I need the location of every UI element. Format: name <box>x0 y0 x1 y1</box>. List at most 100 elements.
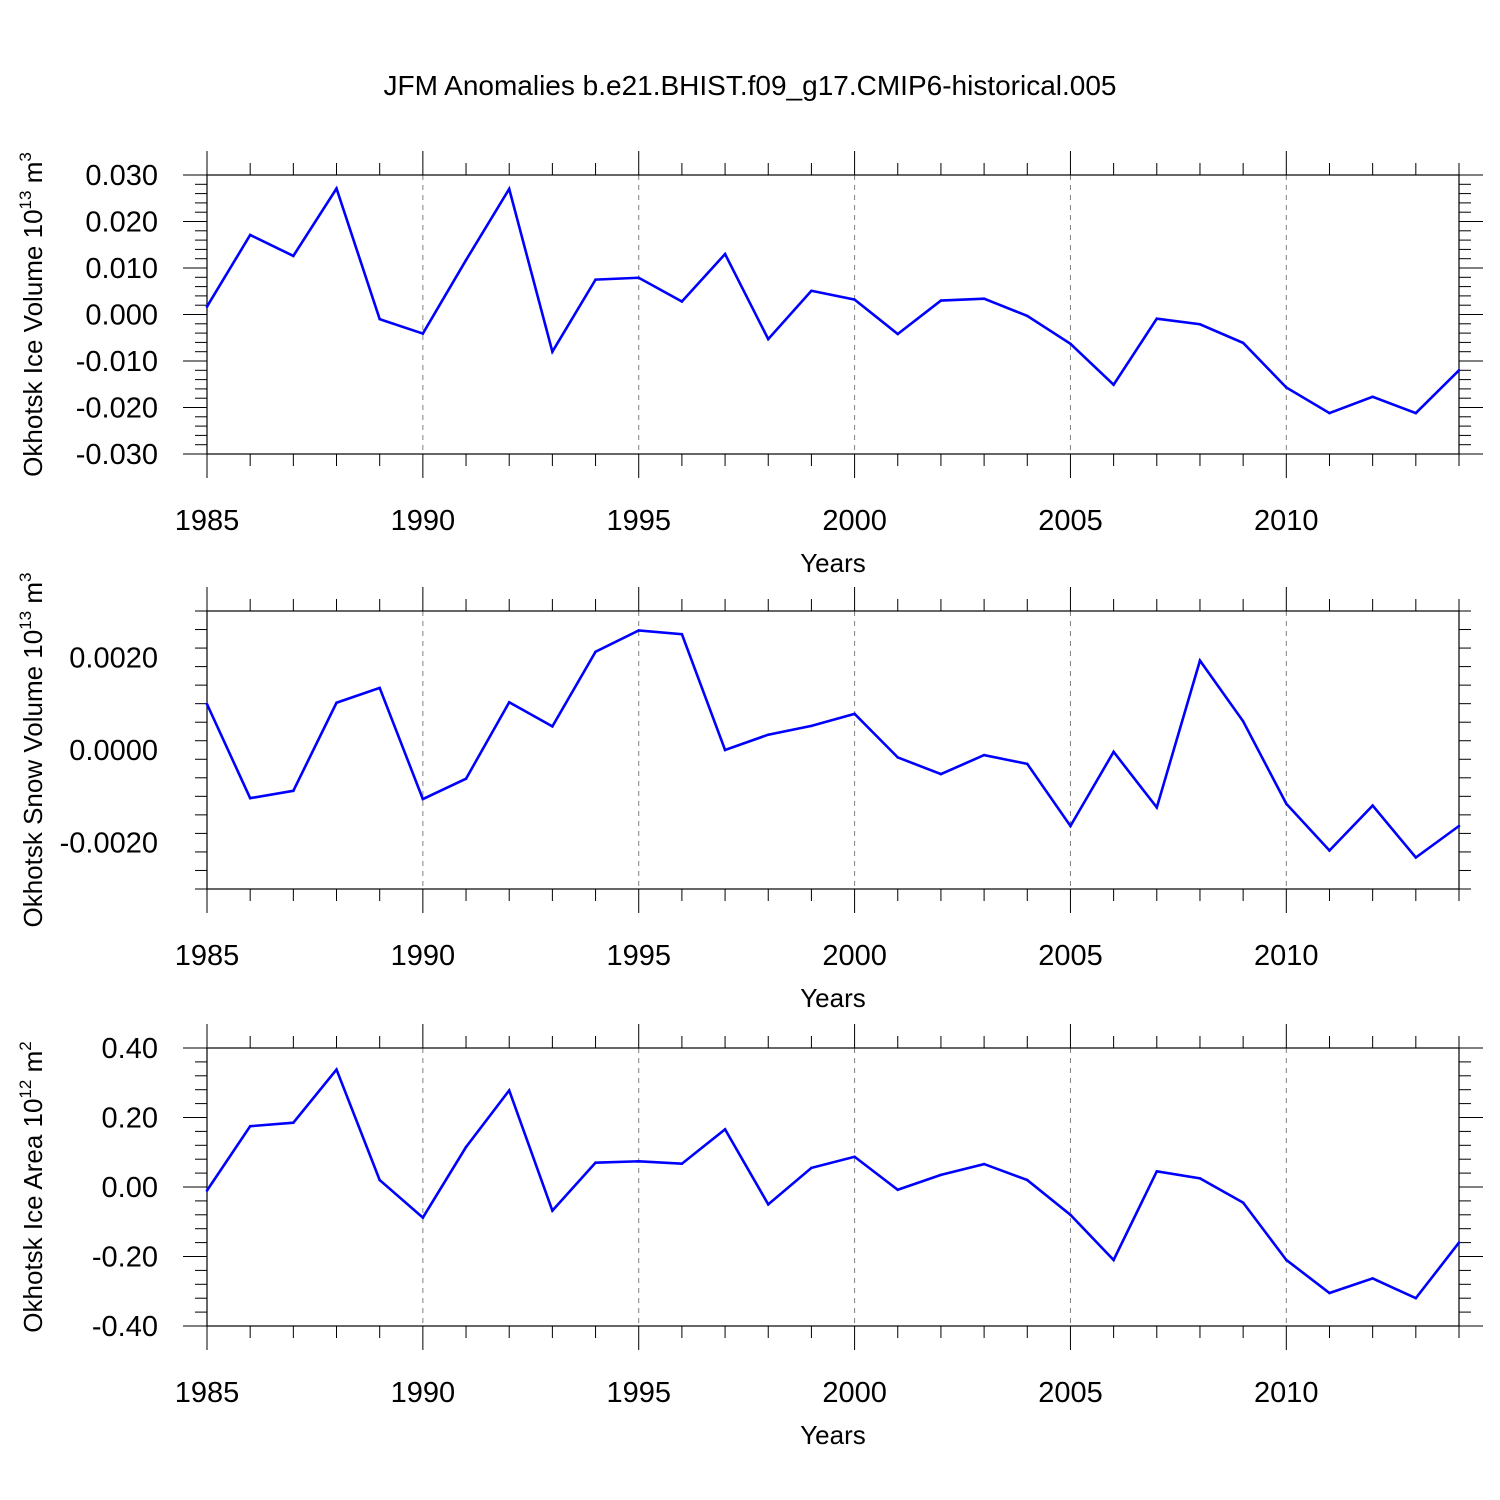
ice-area-data-point-2002 <box>939 1173 943 1177</box>
ice-volume-data-point-2000 <box>853 298 856 301</box>
ice-volume-data-point-1992 <box>507 187 511 191</box>
snow-volume-data-point-2000 <box>853 712 856 716</box>
ice-volume-y-tick-label-1: -0.020 <box>76 393 158 425</box>
ice-volume-x-tick-label-1995: 1995 <box>606 505 671 537</box>
ice-area-data-point-1997 <box>723 1128 727 1131</box>
ice-volume-data-point-1995 <box>637 276 641 280</box>
ice-area-y-tick-label-4: 0.40 <box>102 1033 158 1065</box>
snow-volume-data-point-1992 <box>507 700 511 704</box>
ice-area-data-point-1992 <box>507 1089 511 1092</box>
snow-volume-data-point-1999 <box>810 724 813 728</box>
ice-area-data-point-2001 <box>896 1188 900 1192</box>
ice-volume-x-tick-label-2000: 2000 <box>822 505 887 537</box>
ice-area-data-point-1995 <box>637 1159 641 1163</box>
ice-volume-data-point-1996 <box>680 300 684 303</box>
snow-volume-y-axis-label-unit-exponent: 3 <box>16 573 35 582</box>
ice-volume-y-tick-label-3: 0.000 <box>85 300 158 332</box>
ice-area-y-tick-label-3: 0.20 <box>102 1103 158 1135</box>
ice-area-x-tick-label-2000: 2000 <box>822 1377 887 1409</box>
ice-area-data-point-1987 <box>292 1121 295 1125</box>
snow-volume-data-point-1993 <box>551 725 554 728</box>
ice-volume-data-point-1990 <box>421 332 425 335</box>
snow-volume-data-point-2001 <box>896 756 900 759</box>
ice-area-y-axis-label-unit-exponent: 2 <box>16 1041 35 1050</box>
ice-area-y-axis-label-exponent: 12 <box>16 1080 35 1099</box>
ice-area-y-tick-label-0: -0.40 <box>92 1311 158 1343</box>
ice-volume-y-axis-label-unit: m <box>18 162 48 191</box>
ice-volume-data-point-1994 <box>594 278 597 281</box>
ice-volume-series-line-0 <box>205 185 1460 415</box>
ice-volume-x-tick-label-1985: 1985 <box>175 505 240 537</box>
ice-area-series-line-0 <box>205 1066 1461 1300</box>
ice-volume-y-axis-label-unit-exponent: 3 <box>16 152 35 161</box>
ice-area-y-axis-label-text: Okhotsk Ice Area 10 <box>18 1099 48 1333</box>
ice-volume-data-point-1989 <box>378 317 381 321</box>
snow-volume-data-point-2009 <box>1241 719 1245 723</box>
snow-volume-data-point-2013 <box>1414 856 1418 859</box>
snow-volume-data-point-2002 <box>939 772 943 776</box>
snow-volume-data-point-1991 <box>464 777 468 781</box>
ice-volume-data-point-2009 <box>1241 341 1245 345</box>
ice-volume-data-point-2004 <box>1025 314 1029 318</box>
ice-area-data-point-1989 <box>378 1178 381 1182</box>
ice-area-data-point-2004 <box>1025 1178 1029 1182</box>
ice-area-data-point-2007 <box>1155 1170 1159 1173</box>
ice-volume-data-point-1997 <box>723 252 727 256</box>
ice-volume-data-point-2006 <box>1112 383 1115 387</box>
snow-volume-data-point-1990 <box>421 797 425 801</box>
snow-volume-y-tick-label-0: -0.0020 <box>60 828 158 860</box>
snow-volume-data-point-2011 <box>1328 849 1331 852</box>
ice-volume-data-point-1998 <box>766 337 770 341</box>
snow-volume-x-tick-label-2000: 2000 <box>822 940 887 972</box>
ice-volume-x-axis-label: Years <box>800 548 866 578</box>
ice-area-y-tick-label-1: -0.20 <box>92 1242 158 1274</box>
ice-area-data-point-1998 <box>766 1203 770 1206</box>
page-title: JFM Anomalies b.e21.BHIST.f09_g17.CMIP6-… <box>383 70 1117 101</box>
snow-volume-data-point-1997 <box>723 748 727 752</box>
ice-area-data-point-1996 <box>680 1162 684 1166</box>
ice-volume-y-tick-label-5: 0.020 <box>85 207 158 239</box>
snow-volume-data-point-2012 <box>1371 804 1374 807</box>
snow-volume-y-axis-label-exponent: 13 <box>16 611 35 630</box>
snow-volume-y-tick-label-1: 0.0000 <box>69 735 158 767</box>
ice-area-data-point-2012 <box>1371 1277 1374 1280</box>
ice-area-data-point-2013 <box>1414 1296 1418 1300</box>
snow-volume-data-point-1998 <box>766 733 770 737</box>
ice-area-data-point-2000 <box>853 1155 856 1159</box>
snow-volume-x-axis-label: Years <box>800 983 866 1013</box>
snow-volume-data-point-2003 <box>982 753 986 757</box>
snow-volume-x-tick-label-1990: 1990 <box>391 940 456 972</box>
ice-volume-data-point-2011 <box>1328 411 1331 415</box>
ice-volume-data-point-1985 <box>205 305 209 308</box>
snow-volume-series-line-0 <box>205 629 1460 860</box>
ice-volume-data-point-2014 <box>1457 369 1461 372</box>
snow-volume-x-tick-label-1995: 1995 <box>606 940 671 972</box>
snow-volume-data-point-1985 <box>205 702 209 706</box>
ice-volume-y-tick-label-0: -0.030 <box>76 439 158 471</box>
ice-volume-x-tick-label-2010: 2010 <box>1254 505 1319 537</box>
snow-volume-data-point-1988 <box>335 701 338 705</box>
ice-area-x-tick-label-1985: 1985 <box>175 1377 240 1409</box>
ice-volume-data-point-1991 <box>464 258 468 262</box>
ice-area-x-tick-label-1995: 1995 <box>606 1377 671 1409</box>
ice-area-data-point-2014 <box>1457 1241 1461 1244</box>
snow-volume-data-point-2007 <box>1155 806 1159 809</box>
ice-volume-y-axis-label-exponent: 13 <box>16 191 35 210</box>
ice-area-data-point-1999 <box>810 1166 813 1170</box>
snow-volume-data-point-2006 <box>1112 750 1115 754</box>
snow-volume-y-axis-label-unit: m <box>18 582 48 611</box>
snow-volume-x-tick-label-2005: 2005 <box>1038 940 1103 972</box>
ice-volume-data-point-1987 <box>292 254 295 258</box>
ice-volume-y-axis-label-text: Okhotsk Ice Volume 10 <box>18 209 48 476</box>
ice-volume-y-tick-label-6: 0.030 <box>85 160 158 192</box>
ice-area-data-point-1985 <box>205 1189 209 1192</box>
snow-volume-data-point-2014 <box>1457 824 1461 828</box>
ice-volume-data-point-1993 <box>551 350 554 354</box>
snow-volume-x-tick-label-1985: 1985 <box>175 940 240 972</box>
chart-panel-snow-volume: -0.0020 0.0000 0.0020 1985 1990 1995 2000 2005 2… <box>16 573 1471 1013</box>
ice-area-data-point-1991 <box>464 1145 468 1149</box>
snow-volume-y-axis-label: Okhotsk Snow Volume 1013 m3 <box>16 573 48 928</box>
ice-volume-data-point-2002 <box>939 299 943 302</box>
ice-area-x-tick-label-1990: 1990 <box>391 1377 456 1409</box>
ice-area-data-point-2011 <box>1328 1291 1331 1295</box>
